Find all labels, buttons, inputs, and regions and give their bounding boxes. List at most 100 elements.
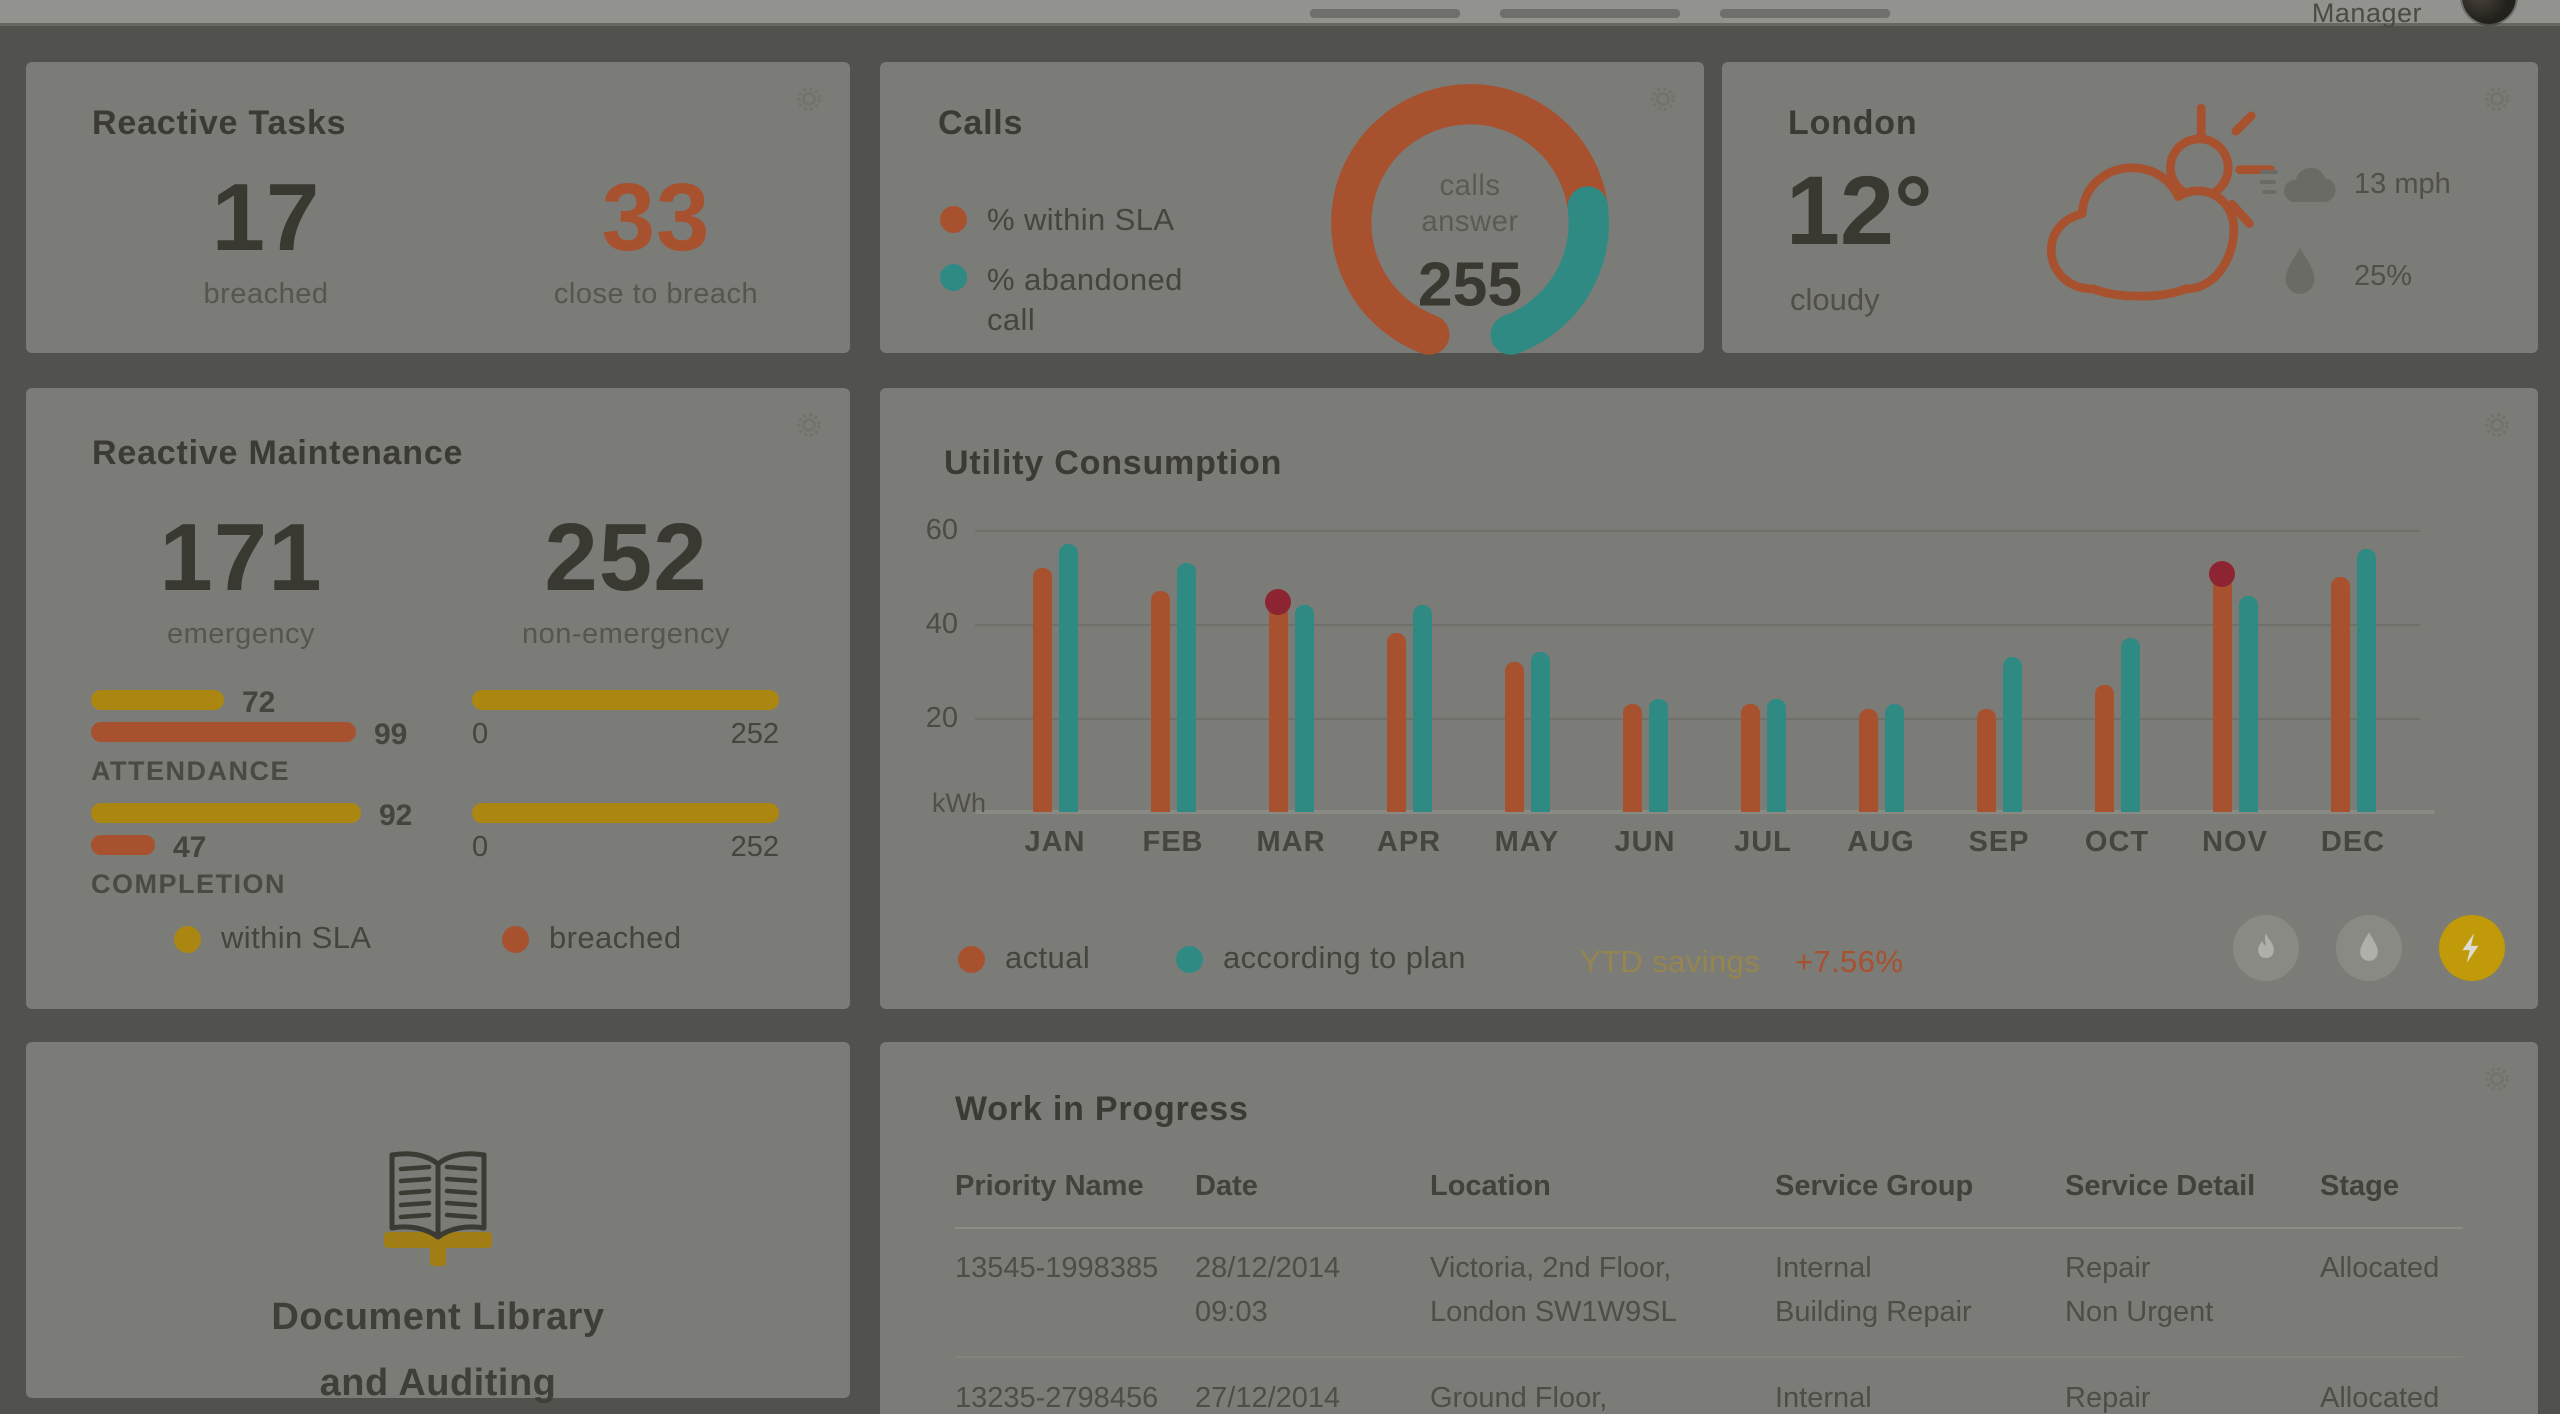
nav-item-placeholder[interactable] xyxy=(1500,9,1680,18)
user-avatar[interactable] xyxy=(2462,0,2516,24)
scale-min: 0 xyxy=(472,831,489,863)
scale-max: 252 xyxy=(730,718,779,750)
table-row[interactable]: 13545-1998385 28/12/2014 09:03 Victoria, 2… xyxy=(955,1228,2463,1358)
plan-bar xyxy=(1530,652,1550,812)
water-utility-button[interactable] xyxy=(2336,915,2402,981)
temperature-value: 12° xyxy=(1786,156,1933,265)
attendance-within-sla-bar xyxy=(91,690,224,710)
legend-label: % within SLA xyxy=(987,201,1175,237)
emergency-stat: 171 emergency xyxy=(96,510,386,651)
column-header: Service Detail xyxy=(2065,1170,2256,1202)
legend-label: actual xyxy=(1005,940,1091,975)
legend-label: % abandoned call xyxy=(987,262,1183,337)
attendance-non-emergency-bar xyxy=(472,690,779,710)
gauge-caption-line1: calls xyxy=(1440,170,1501,202)
actual-bar xyxy=(2330,577,2350,812)
x-axis-line xyxy=(975,810,2435,814)
nav-item-placeholder[interactable] xyxy=(1310,9,1460,18)
x-axis-month-label: NOV xyxy=(2202,826,2268,858)
settings-gear-icon[interactable] xyxy=(2482,84,2512,114)
chart-gridline xyxy=(975,624,2420,626)
stat-value: 33 xyxy=(601,164,711,271)
stat-label: emergency xyxy=(167,618,315,650)
sla-alert-dot xyxy=(2208,561,2235,587)
legend-label: within SLA xyxy=(221,920,372,955)
column-header: Priority Name xyxy=(955,1170,1144,1202)
column-header: Date xyxy=(1195,1170,1258,1202)
y-axis-tick-label: 40 xyxy=(925,608,958,640)
actual-bar xyxy=(1858,709,1878,812)
actual-bar xyxy=(2094,685,2114,812)
open-book-icon xyxy=(384,1151,492,1266)
wind-cloud-icon xyxy=(2260,167,2336,203)
legend-breached: breached xyxy=(502,920,681,956)
ytd-savings-value: +7.56% xyxy=(1795,944,1904,979)
settings-gear-icon[interactable] xyxy=(2482,1064,2512,1094)
table-cell-stage: Allocated xyxy=(2320,1252,2440,1284)
x-axis-month-label: MAY xyxy=(1494,826,1560,858)
plan-bar xyxy=(2356,549,2376,812)
table-cell-priority: 13545-1998385 xyxy=(955,1252,1159,1284)
legend-abandoned: % abandoned call xyxy=(940,260,1183,340)
legend-within-sla: within SLA xyxy=(174,920,371,956)
gauge-arc-abandoned xyxy=(1490,186,1609,355)
settings-gear-icon[interactable] xyxy=(794,84,824,114)
legend-label: breached xyxy=(549,920,682,955)
actual-bar xyxy=(1268,605,1288,812)
actual-bar xyxy=(1740,704,1760,812)
document-library-card[interactable]: Document Library and Auditing xyxy=(26,1042,850,1404)
table-cell-stage: Allocated xyxy=(2320,1382,2440,1414)
settings-gear-icon[interactable] xyxy=(2482,410,2512,440)
legend-dot xyxy=(940,264,967,291)
stat-label: non-emergency xyxy=(522,618,730,650)
x-axis-month-label: JUN xyxy=(1614,826,1676,858)
plan-bar xyxy=(1294,605,1314,812)
column-header: Location xyxy=(1430,1170,1551,1202)
nav-item-placeholder[interactable] xyxy=(1720,9,1890,18)
legend-dot xyxy=(958,946,985,974)
scale-max: 252 xyxy=(730,831,779,863)
gas-utility-button[interactable] xyxy=(2233,915,2299,981)
document-library-label: Document Library and Auditing xyxy=(271,1296,605,1404)
actual-bar xyxy=(2212,577,2232,812)
y-axis-tick-label: 20 xyxy=(925,702,958,734)
non-emergency-stat: 252 non-emergency xyxy=(456,510,796,651)
card-title: Calls xyxy=(938,104,1024,142)
humidity-value: 25% xyxy=(2354,260,2413,292)
reactive-tasks-card: Reactive Tasks 17 breached 33 close to b… xyxy=(26,62,850,353)
legend-actual: actual xyxy=(958,940,1090,976)
sla-alert-dot xyxy=(1264,589,1291,615)
card-title: Utility Consumption xyxy=(944,444,1283,482)
chart-gridline xyxy=(975,718,2420,720)
plan-bar xyxy=(1884,704,1904,812)
legend-plan: according to plan xyxy=(1176,940,1466,976)
weather-condition: cloudy xyxy=(1790,282,1880,317)
x-axis-month-label: JAN xyxy=(1024,826,1086,858)
card-title: Reactive Maintenance xyxy=(92,434,464,472)
lightning-bolt-icon xyxy=(2462,933,2479,963)
table-cell-priority: 13235-2798456 xyxy=(955,1382,1159,1414)
stat-value: 252 xyxy=(544,504,708,611)
table-row[interactable]: 13235-2798456 27/12/2014 Ground Floor, Inte… xyxy=(955,1358,2463,1414)
completion-non-emergency-bar xyxy=(472,803,779,823)
weather-card: London 12° cloudy 13 mph 25% xyxy=(1722,62,2538,353)
table-cell-service_detail: Repair xyxy=(2065,1382,2151,1414)
utility-consumption-card: Utility Consumption 20 40 60 JAN FEB MAR APR MA… xyxy=(880,388,2538,1009)
x-axis-month-label: FEB xyxy=(1142,826,1204,858)
bar-value: 72 xyxy=(242,686,276,719)
water-drop-icon xyxy=(2360,932,2378,961)
close-to-breach-stat: 33 close to breach xyxy=(496,170,816,311)
legend-within-sla: % within SLA xyxy=(940,200,1174,238)
y-axis-unit-label: kWh xyxy=(932,788,986,818)
settings-gear-icon[interactable] xyxy=(1648,84,1678,114)
bar-value: 92 xyxy=(379,799,413,832)
actual-bar xyxy=(1150,591,1170,812)
table-header-row: Priority Name Date Location Service Group Se… xyxy=(955,1170,2463,1229)
electricity-utility-button[interactable] xyxy=(2439,915,2505,981)
city-name: London xyxy=(1788,104,1918,142)
plan-bar xyxy=(2002,657,2022,812)
stat-label: close to breach xyxy=(553,278,759,310)
settings-gear-icon[interactable] xyxy=(794,410,824,440)
ytd-savings-label: YTD savings xyxy=(1580,944,1761,979)
top-navigation-bar: Manager xyxy=(0,0,2560,28)
